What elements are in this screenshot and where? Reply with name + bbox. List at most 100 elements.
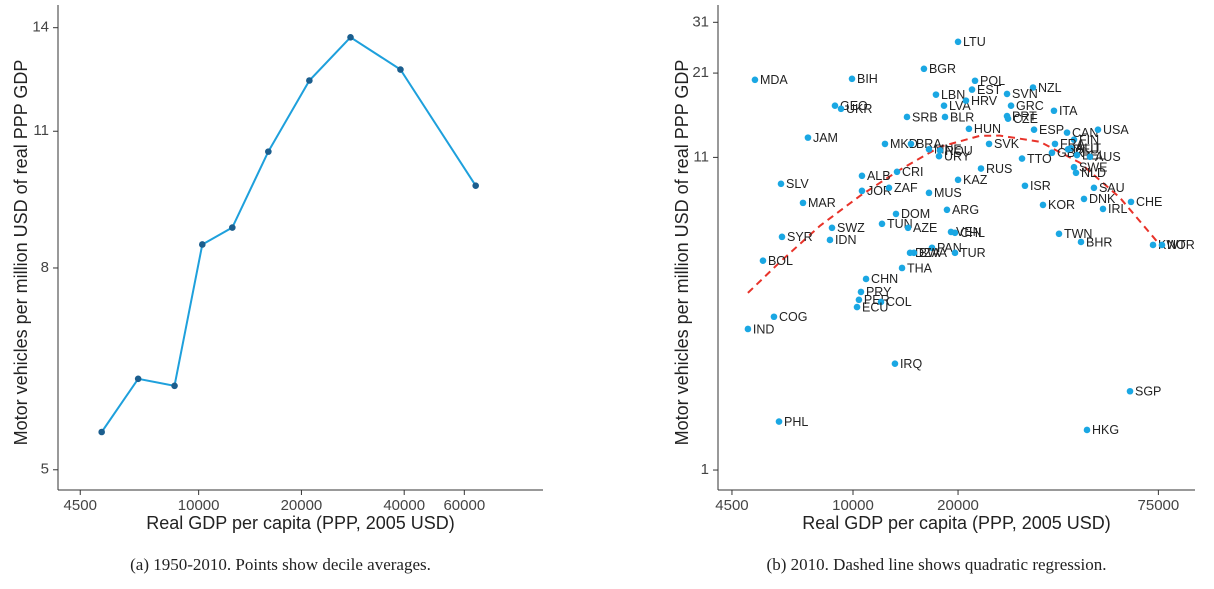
point-label: UKR — [846, 102, 872, 116]
x-tick-label: 10000 — [832, 497, 874, 514]
point-label: THA — [907, 261, 933, 275]
point-label: TUR — [960, 246, 986, 260]
point-label: PRT — [1012, 109, 1037, 123]
y-tick-label: 14 — [32, 19, 49, 36]
data-point — [1077, 238, 1085, 246]
point-label: CHN — [871, 272, 898, 286]
point-label: NZL — [1038, 81, 1062, 95]
point-label: USA — [1103, 123, 1129, 137]
point-label: BHR — [1086, 235, 1112, 249]
data-point — [951, 229, 959, 237]
data-point — [397, 66, 404, 73]
data-point — [1050, 107, 1058, 115]
point-label: HRV — [971, 94, 998, 108]
data-point — [940, 102, 948, 110]
data-point — [751, 76, 759, 84]
data-line — [100, 36, 477, 433]
point-label: SLV — [786, 177, 809, 191]
point-label: SRB — [912, 110, 938, 124]
y-tick-label: 31 — [692, 13, 709, 30]
data-point — [885, 184, 893, 192]
x-tick-label: 20000 — [937, 497, 979, 514]
data-point — [777, 180, 785, 188]
data-point — [943, 206, 951, 214]
data-point — [848, 75, 856, 83]
point-label: ECU — [862, 300, 888, 314]
point-label: IDN — [835, 233, 857, 247]
data-point — [936, 147, 944, 154]
data-point — [1055, 230, 1063, 238]
data-point — [857, 288, 865, 296]
data-point — [1080, 195, 1088, 203]
point-label: CHE — [1136, 195, 1162, 209]
point-label: MUS — [934, 186, 962, 200]
x-axis-label: Real GDP per capita (PPP, 2005 USD) — [802, 513, 1111, 533]
data-point — [892, 210, 900, 218]
data-point — [229, 224, 236, 231]
data-point — [1004, 115, 1012, 123]
data-point — [1007, 102, 1015, 110]
data-point — [904, 224, 912, 232]
point-label: BGR — [929, 62, 956, 76]
point-label: SAU — [1099, 181, 1125, 195]
data-point — [932, 91, 940, 98]
data-point — [941, 113, 949, 121]
point-label: SVN — [1012, 87, 1038, 101]
y-axis-label: Motor vehicles per million USD of real P… — [11, 60, 31, 446]
y-tick-label: 1 — [701, 461, 709, 478]
point-label: BRA — [916, 137, 942, 151]
data-point — [265, 148, 272, 155]
data-point — [985, 140, 993, 148]
data-point — [347, 34, 354, 41]
data-point — [1158, 241, 1166, 249]
data-point — [1029, 84, 1037, 91]
data-point — [1126, 387, 1134, 395]
data-point — [920, 65, 928, 73]
point-label: IRQ — [900, 357, 923, 371]
data-point — [1070, 136, 1078, 143]
point-label: HKG — [1092, 423, 1119, 437]
point-label: SVK — [994, 137, 1020, 151]
point-label: ISR — [1030, 179, 1051, 193]
point-label: BIH — [857, 72, 878, 86]
point-label: KOR — [1048, 198, 1075, 212]
data-point — [1099, 205, 1107, 213]
data-point — [1048, 149, 1056, 157]
data-point — [977, 165, 985, 172]
data-point — [898, 264, 906, 272]
point-label: ARG — [952, 203, 979, 217]
data-point — [199, 241, 206, 248]
point-label: BLR — [950, 110, 974, 124]
point-label: POL — [980, 74, 1005, 88]
point-label: PHL — [784, 415, 808, 429]
point-label: ITA — [1059, 104, 1078, 118]
data-point — [971, 77, 979, 85]
point-label: BWA — [919, 246, 948, 260]
data-point — [853, 303, 861, 311]
data-point — [1039, 201, 1047, 209]
point-label: URY — [944, 150, 971, 164]
x-tick-label: 40000 — [383, 497, 425, 514]
x-tick-label: 20000 — [281, 497, 323, 514]
x-tick-label: 60000 — [443, 497, 485, 514]
data-point — [1063, 129, 1071, 136]
data-point — [778, 233, 786, 241]
data-point — [171, 382, 178, 390]
point-label: SGP — [1135, 385, 1161, 399]
point-label: AUT — [1076, 142, 1101, 156]
point-label: JAM — [813, 131, 838, 145]
point-label: DOM — [901, 207, 930, 221]
point-label: IRL — [1108, 202, 1128, 216]
data-point — [881, 140, 889, 148]
point-label: VEN — [956, 225, 982, 239]
y-tick-label: 11 — [693, 148, 709, 165]
data-point — [1021, 182, 1029, 190]
point-label: TWN — [1064, 227, 1092, 241]
point-label: ESP — [1039, 123, 1064, 137]
point-label: MAR — [808, 196, 836, 210]
data-point — [1064, 146, 1072, 153]
point-label: NLD — [1081, 166, 1106, 180]
point-label: IND — [753, 322, 775, 336]
point-label: DNK — [1089, 192, 1116, 206]
